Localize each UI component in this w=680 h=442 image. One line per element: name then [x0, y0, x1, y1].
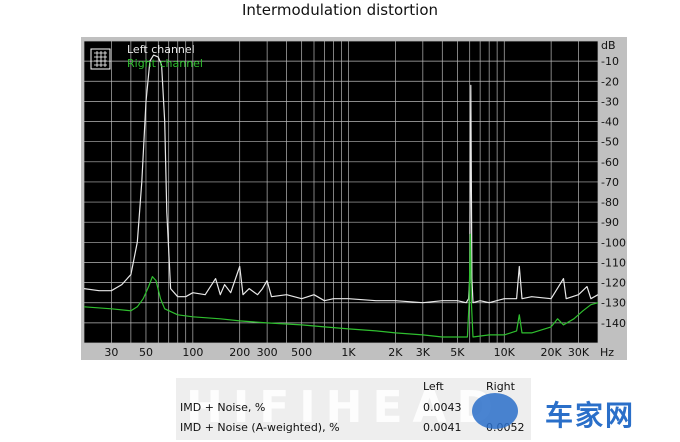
y-tick-label: -60 [601, 156, 619, 169]
x-tick-label: 20K [541, 346, 563, 359]
y-tick-label: -30 [601, 95, 619, 108]
y-tick-label: -110 [601, 256, 626, 269]
results-row2-label: IMD + Noise (A-weighted), % [180, 421, 340, 434]
x-tick-label: 300 [257, 346, 278, 359]
x-tick-label: 5K [450, 346, 465, 359]
y-tick-label: -50 [601, 136, 619, 149]
trace-left-channel [83, 54, 599, 304]
y-tick-label: -90 [601, 216, 619, 229]
y-tick-label: -40 [601, 116, 619, 129]
results-table [176, 378, 531, 440]
traces [83, 54, 599, 338]
y-unit-label: dB [601, 39, 616, 52]
y-tick-label: -140 [601, 317, 626, 330]
trace-right-channel [83, 233, 599, 338]
x-tick-label: 30K [568, 346, 590, 359]
y-tick-label: -10 [601, 55, 619, 68]
y-tick-labels: -10 -20 -30 -40 -50 -60 -70 -80 -90 -100 -110 -120 -… [601, 55, 626, 330]
y-tick-label: -120 [601, 277, 626, 290]
y-tick-label: -20 [601, 75, 619, 88]
legend: Left channel Right channel [90, 43, 203, 70]
grid-icon [94, 51, 107, 67]
watermark: HIFIHEAD [186, 382, 504, 433]
x-tick-label: 100 [182, 346, 203, 359]
site-logo-icon [472, 393, 518, 429]
x-tick-label: 2K [388, 346, 403, 359]
x-tick-label: 50 [139, 346, 153, 359]
results-header-right: Right [486, 380, 515, 393]
x-tick-label: 500 [291, 346, 312, 359]
results-row1-left: 0.0043 [423, 401, 462, 414]
legend-icon [90, 48, 111, 70]
results-row1-label: IMD + Noise, % [180, 401, 266, 414]
x-tick-label: 30 [104, 346, 118, 359]
plot-area: 30 50 100 200 300 500 1K 2K 3K 5K 10K 20K 30K -10 -20… [83, 39, 626, 359]
y-tick-label: -100 [601, 236, 626, 249]
plot-background [84, 41, 598, 343]
x-tick-labels: 30 50 100 200 300 500 1K 2K 3K 5K 10K 20K 30K [104, 346, 590, 359]
results-row2-left: 0.0041 [423, 421, 462, 434]
x-tick-label: 3K [416, 346, 431, 359]
x-tick-label: 200 [229, 346, 250, 359]
chart-title: Intermodulation distortion [241, 1, 439, 19]
y-tick-label: -70 [601, 176, 619, 189]
results-header-left: Left [423, 380, 444, 393]
x-tick-label: 1K [341, 346, 356, 359]
legend-label-left: Left channel [127, 43, 195, 56]
chart-frame: 30 50 100 200 300 500 1K 2K 3K 5K 10K 20K 30K -10 -20… [81, 37, 627, 360]
legend-label-right: Right channel [127, 57, 203, 70]
y-tick-label: -130 [601, 297, 626, 310]
x-tick-label: 10K [494, 346, 516, 359]
site-logo-text: 车家网 [545, 399, 636, 432]
y-tick-label: -80 [601, 196, 619, 209]
x-unit-label: Hz [600, 346, 614, 359]
